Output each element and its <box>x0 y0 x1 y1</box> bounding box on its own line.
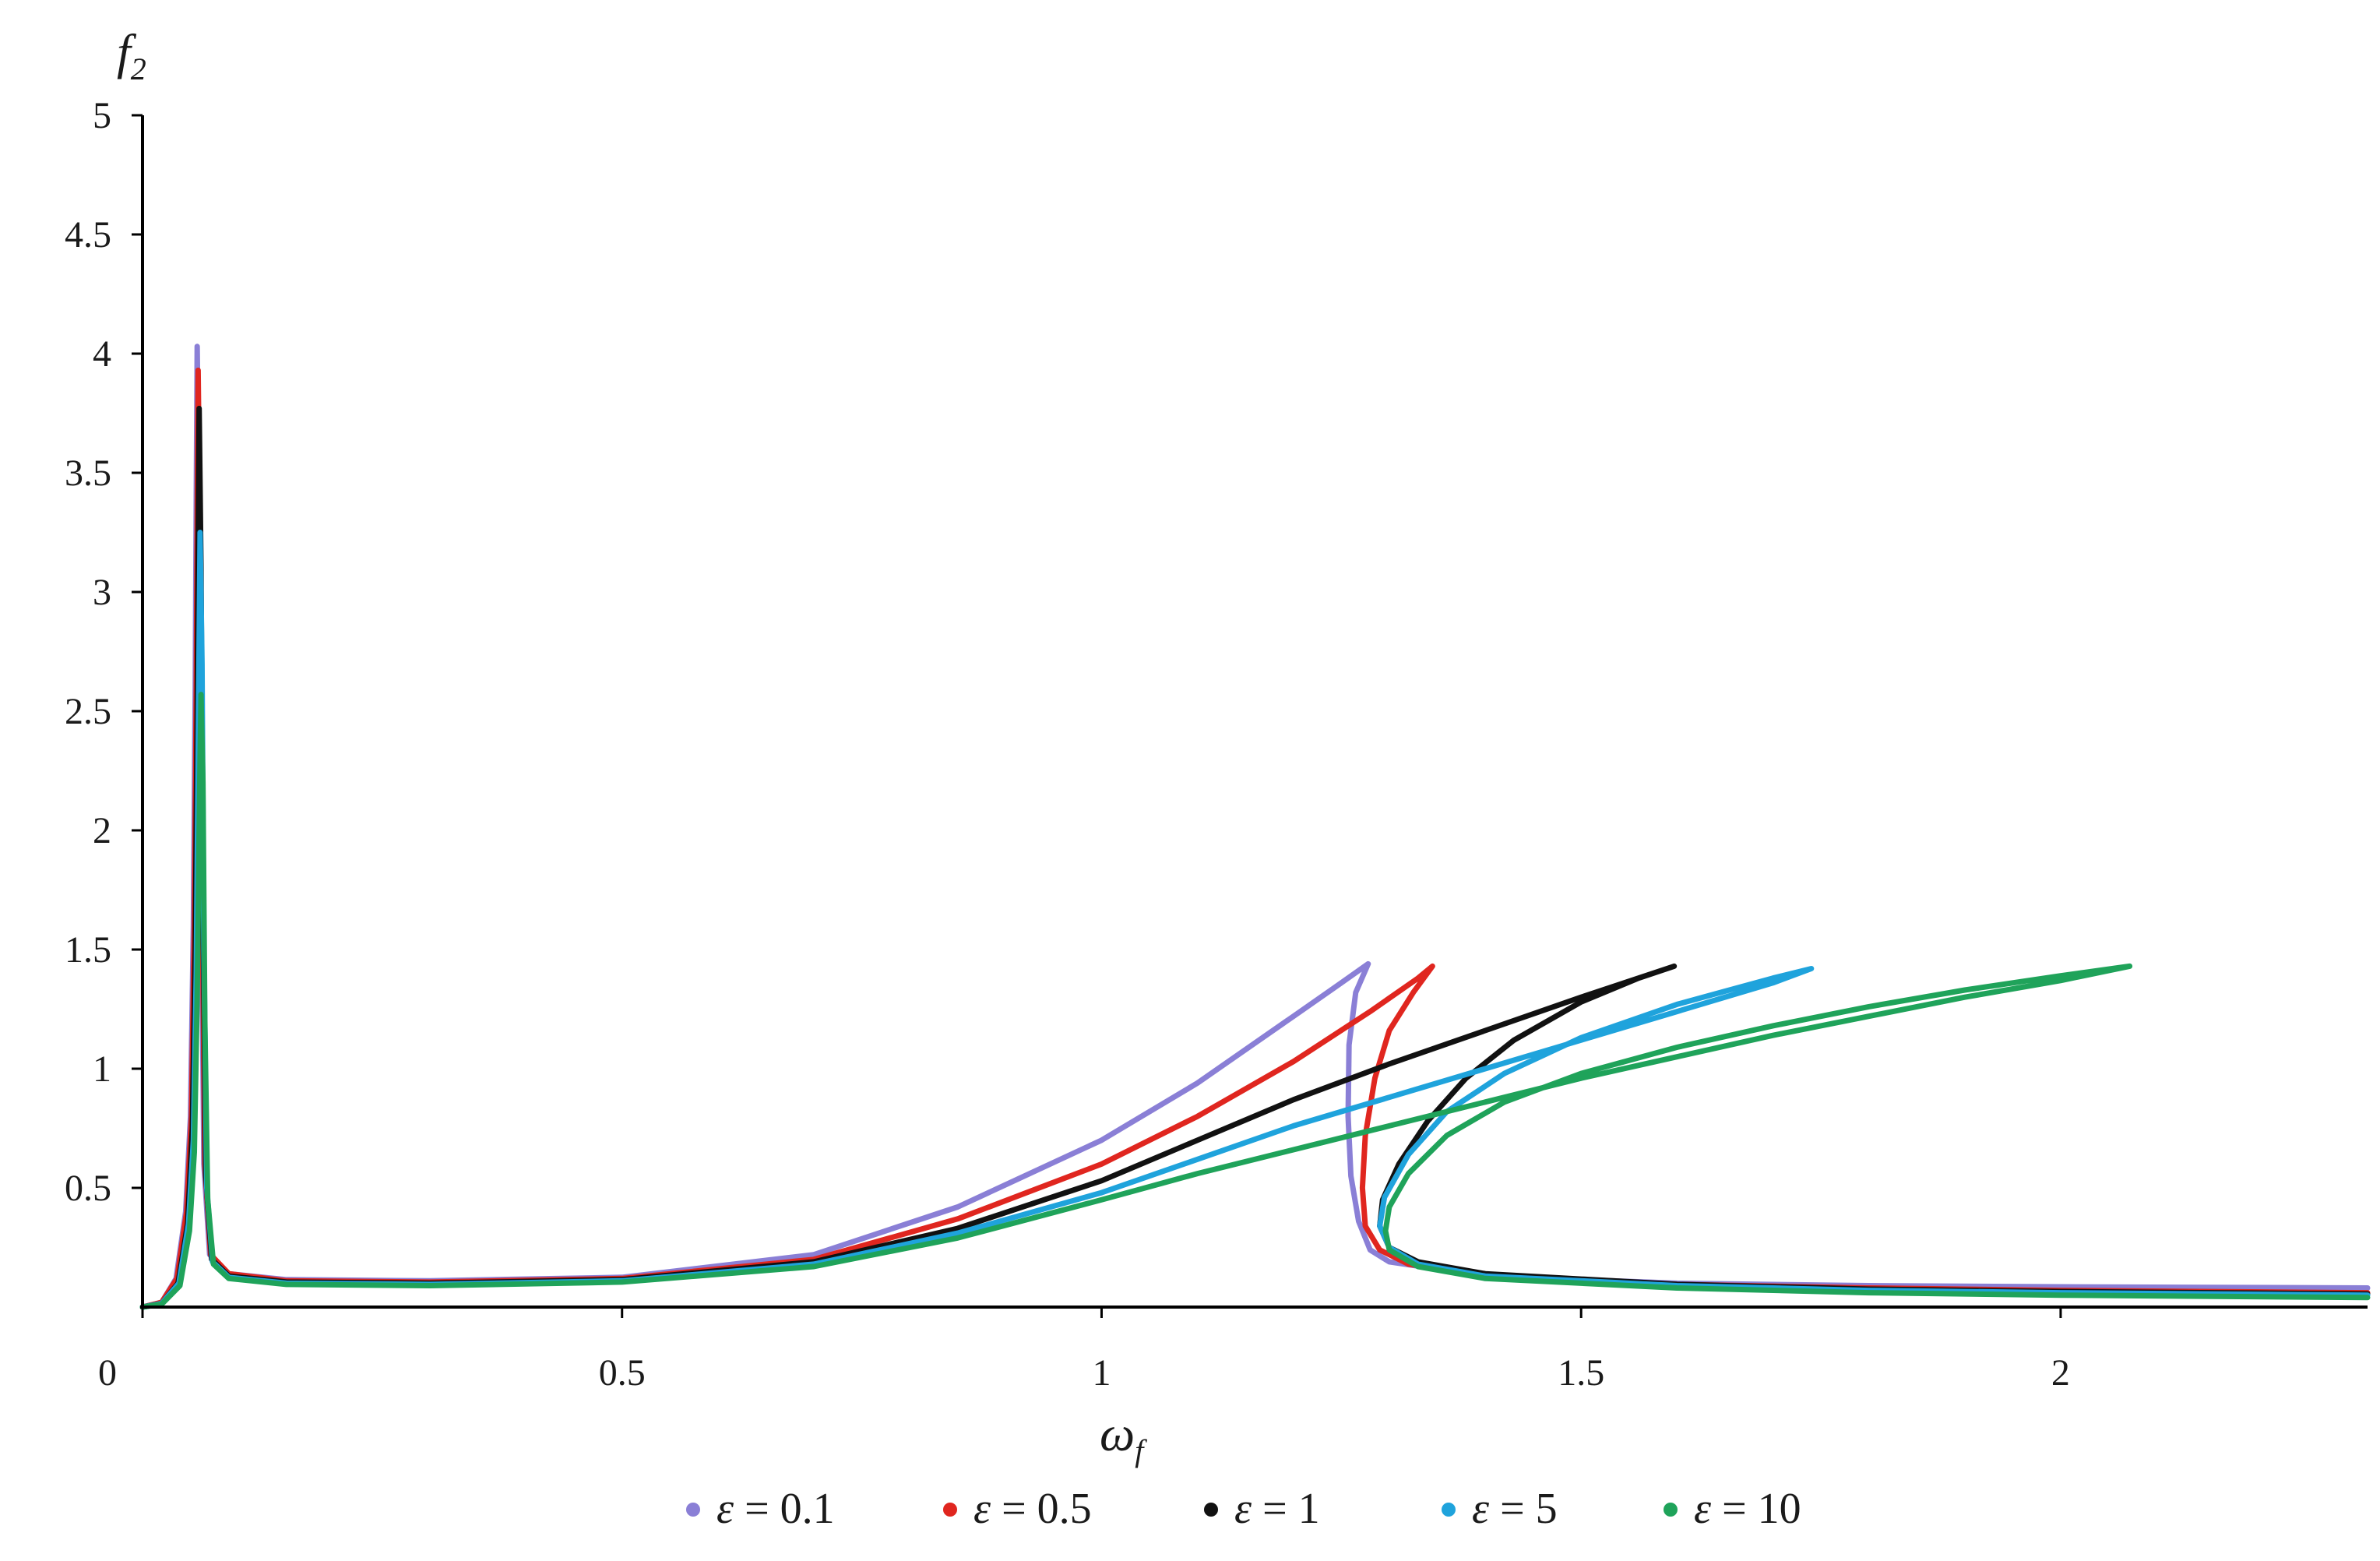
legend-label: ε = 10 <box>1694 1485 1801 1533</box>
y-tick-label: 1.5 <box>65 929 111 971</box>
legend-marker <box>1664 1503 1678 1517</box>
y-tick-label: 3 <box>93 572 111 613</box>
series-line-5 <box>139 692 2371 1310</box>
axes-layer <box>140 115 2368 1309</box>
legend-label: ε = 0.1 <box>716 1485 835 1533</box>
x-axis-title-sub: f <box>1135 1433 1147 1468</box>
ticks-layer: 0.5 1 1.5 2 2.5 3 3.5 4 4.5 5 0 0.5 1 1.5 2 <box>65 95 2070 1394</box>
legend-item-3: ε = 1 <box>1204 1485 1320 1533</box>
legend-marker <box>686 1503 700 1517</box>
x-axis-title: ωf <box>1100 1406 1147 1468</box>
legend-label: ε = 1 <box>1234 1485 1320 1533</box>
legend-marker <box>1442 1503 1456 1517</box>
y-tick-label: 3.5 <box>65 453 111 494</box>
legend-value: = 5 <box>1489 1485 1558 1533</box>
legend-symbol: ε <box>973 1485 991 1533</box>
legend-label: ε = 5 <box>1472 1485 1558 1533</box>
x-tick-label: 0 <box>98 1352 117 1394</box>
legend-item-1: ε = 0.1 <box>686 1485 835 1533</box>
legend-value: = 1 <box>1252 1485 1320 1533</box>
legend-symbol: ε <box>1472 1485 1490 1533</box>
y-tick-label: 2.5 <box>65 691 111 732</box>
series-layer <box>139 344 2371 1310</box>
legend-label: ε = 0.5 <box>973 1485 1092 1533</box>
y-tick-label: 4 <box>93 333 111 375</box>
y-tick-label: 5 <box>93 95 111 136</box>
x-tick-label: 1 <box>1092 1352 1111 1394</box>
titles-layer: f2 ωf <box>117 24 1147 1468</box>
legend-symbol: ε <box>1234 1485 1252 1533</box>
x-tick-label: 0.5 <box>599 1352 646 1394</box>
legend-value: = 10 <box>1711 1485 1801 1533</box>
y-tick-label: 1 <box>93 1048 111 1090</box>
series-line-2 <box>139 367 2371 1310</box>
legend-value: = 0.1 <box>734 1485 835 1533</box>
legend-marker <box>943 1503 957 1517</box>
legend-symbol: ε <box>716 1485 734 1533</box>
x-axis-title-main: ω <box>1100 1406 1135 1461</box>
x-tick-label: 2 <box>2051 1352 2070 1394</box>
series-line-3 <box>139 405 2371 1310</box>
legend-marker <box>1204 1503 1218 1517</box>
y-tick-label: 4.5 <box>65 214 111 255</box>
y-axis-title: f2 <box>117 24 146 86</box>
y-tick-label: 0.5 <box>65 1168 111 1209</box>
x-tick-label: 1.5 <box>1558 1352 1604 1394</box>
legend-item-5: ε = 10 <box>1664 1485 1801 1533</box>
legend-item-4: ε = 5 <box>1442 1485 1558 1533</box>
legend-value: = 0.5 <box>991 1485 1092 1533</box>
series-line-1 <box>139 344 2371 1310</box>
y-tick-label: 2 <box>93 810 111 851</box>
y-axis-title-sub: 2 <box>131 51 146 86</box>
legend-symbol: ε <box>1694 1485 1712 1533</box>
legend-item-2: ε = 0.5 <box>943 1485 1092 1533</box>
series-line-4 <box>139 530 2371 1310</box>
